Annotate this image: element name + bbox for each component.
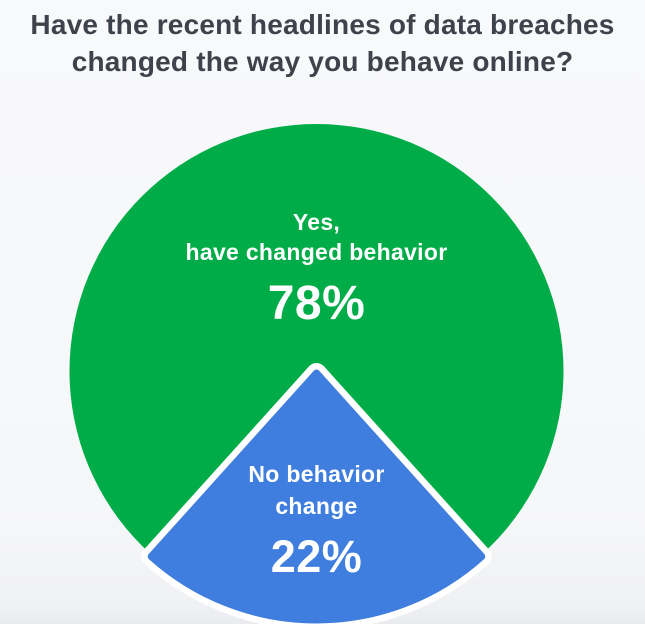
slice-yes-label: Yes, have changed behavior bbox=[0, 207, 633, 267]
slice-yes-label-line2: have changed behavior bbox=[185, 239, 448, 265]
slice-no-value: 22% bbox=[270, 531, 363, 582]
chart-title: Have the recent headlines of data breach… bbox=[0, 6, 645, 80]
slice-no-label-line1: No behavior bbox=[248, 461, 385, 487]
slice-no-label: No behavior change bbox=[0, 458, 633, 522]
slice-yes-label-line1: Yes, bbox=[292, 209, 341, 235]
pie-slice-no bbox=[147, 369, 486, 624]
slice-no-label-line2: change bbox=[275, 493, 358, 519]
chart-title-line1: Have the recent headlines of data breach… bbox=[30, 9, 615, 40]
slice-yes-value: 78% bbox=[267, 277, 366, 330]
chart-title-line2: changed the way you behave online? bbox=[71, 46, 574, 77]
